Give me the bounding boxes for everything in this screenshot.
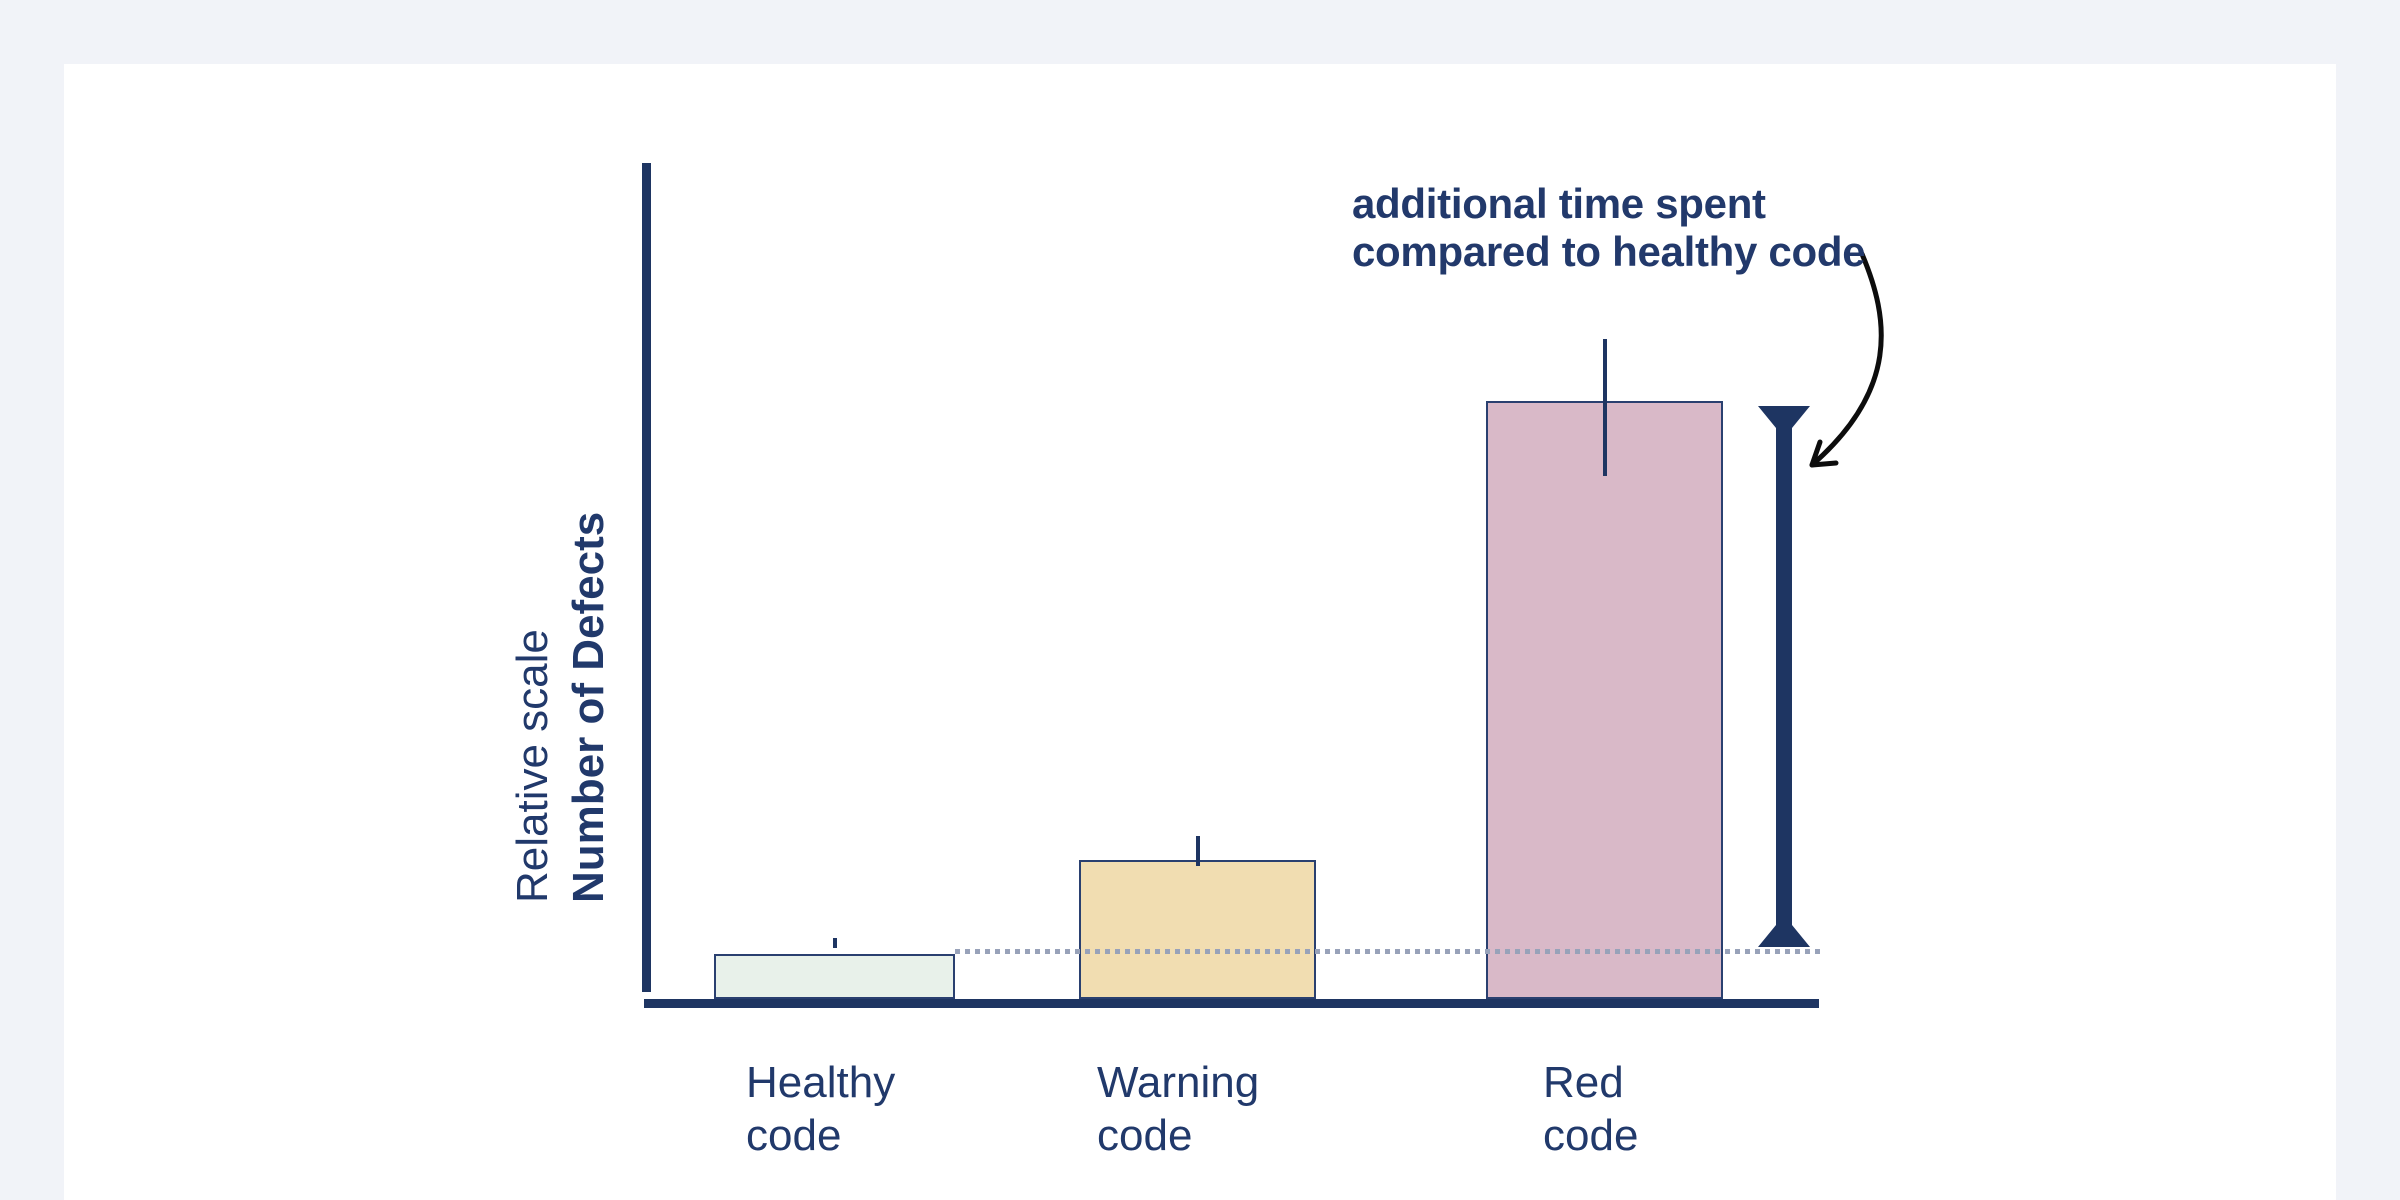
label-line: code	[1543, 1111, 1639, 1160]
chart-card	[64, 64, 2336, 1200]
annotation-line-1: additional time spent	[1352, 180, 1766, 227]
y-axis-label-line-1: Relative scale	[508, 629, 557, 903]
bar-rect	[1486, 400, 1723, 999]
error-bar	[832, 937, 837, 949]
label-line: code	[1097, 1111, 1193, 1160]
label-line: Healthy	[746, 1058, 896, 1107]
x-axis-label-healthy-code: Healthy code	[746, 1056, 895, 1162]
label-line: code	[746, 1111, 842, 1160]
bar-rect	[1079, 859, 1316, 999]
y-axis-label: Relative scale Number of Defects	[505, 473, 617, 903]
x-axis-line	[644, 999, 1819, 1008]
difference-bracket-indicator	[1758, 406, 1810, 947]
x-axis-label-warning-code: Warning code	[1097, 1056, 1259, 1162]
error-bar	[1602, 338, 1607, 477]
error-bar	[1195, 835, 1200, 866]
y-axis-line	[642, 163, 651, 992]
x-axis-label-red-code: Red code	[1543, 1056, 1638, 1162]
annotation-text: additional time spent compared to health…	[1352, 180, 1866, 276]
y-axis-label-line-2: Number of Defects	[564, 511, 613, 903]
healthy-level-dotted-line	[955, 949, 1822, 954]
curved-arrow-icon	[1809, 251, 1884, 468]
bar-rect	[714, 954, 955, 999]
annotation-line-2: compared to healthy code	[1352, 228, 1866, 275]
label-line: Warning	[1097, 1058, 1260, 1107]
label-line: Red	[1543, 1058, 1624, 1107]
